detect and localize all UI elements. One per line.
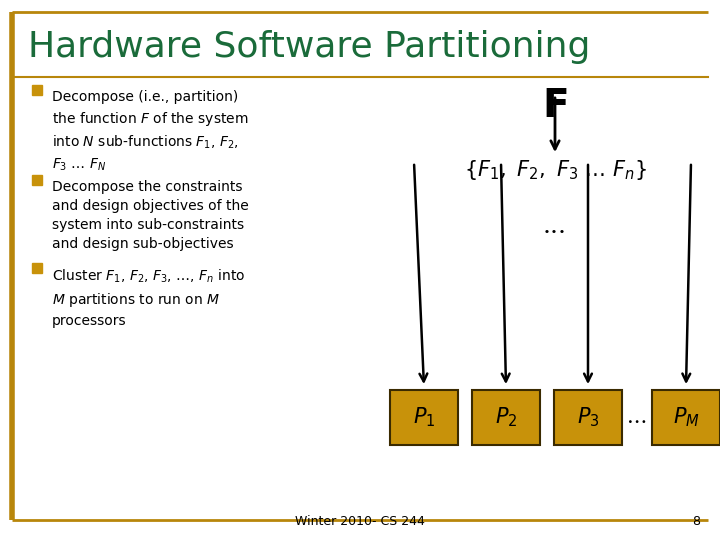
Bar <box>472 390 540 445</box>
Text: $P_1$: $P_1$ <box>413 406 435 429</box>
Text: ...: ... <box>627 408 647 427</box>
Text: $P_2$: $P_2$ <box>495 406 517 429</box>
Text: $\{F_1,\ F_2,\ F_3\ \ldots\ F_n\}$: $\{F_1,\ F_2,\ F_3\ \ldots\ F_n\}$ <box>464 158 647 182</box>
Text: Hardware Software Partitioning: Hardware Software Partitioning <box>28 30 590 64</box>
Text: Decompose (i.e., partition)
the function $\mathit{F}$ of the system
into $\mathi: Decompose (i.e., partition) the function… <box>52 90 248 173</box>
Bar <box>32 263 42 273</box>
Bar <box>390 390 458 445</box>
Bar <box>554 390 622 445</box>
Bar <box>652 390 720 445</box>
Text: 8: 8 <box>692 515 700 528</box>
Text: Decompose the constraints
and design objectives of the
system into sub-constrain: Decompose the constraints and design obj… <box>52 180 248 251</box>
Text: ...: ... <box>543 215 567 238</box>
Text: $P_M$: $P_M$ <box>672 406 699 429</box>
Text: Winter 2010- CS 244: Winter 2010- CS 244 <box>295 515 425 528</box>
Text: $\mathbf{F}$: $\mathbf{F}$ <box>542 88 567 125</box>
Bar <box>32 85 42 95</box>
Bar <box>32 175 42 185</box>
Text: Cluster $\mathit{F}_1$, $\mathit{F}_2$, $\mathit{F}_3$, …, $\mathit{F}_n$ into
$: Cluster $\mathit{F}_1$, $\mathit{F}_2$, … <box>52 268 246 328</box>
Text: $P_3$: $P_3$ <box>577 406 599 429</box>
